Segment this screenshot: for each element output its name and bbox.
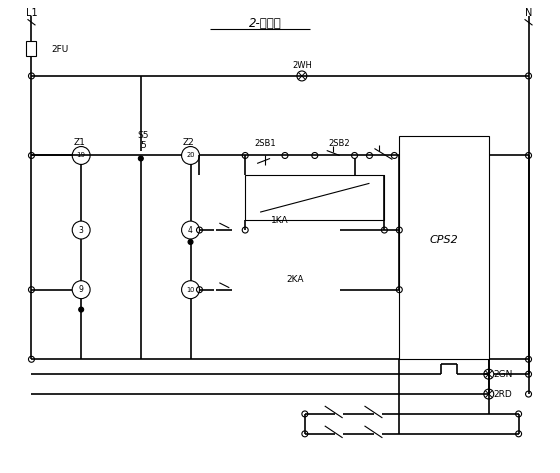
Bar — [399, 136, 489, 359]
Circle shape — [188, 239, 193, 245]
Text: 10: 10 — [186, 287, 195, 293]
Text: 5: 5 — [140, 141, 146, 150]
Text: 20: 20 — [186, 152, 195, 158]
Text: S5: S5 — [137, 131, 148, 140]
Bar — [26, 41, 36, 56]
Text: CPS2: CPS2 — [430, 235, 459, 245]
Text: 2FU: 2FU — [52, 44, 69, 53]
Bar — [245, 175, 384, 220]
Text: 2KA: 2KA — [286, 275, 304, 284]
Text: 9: 9 — [79, 285, 83, 294]
Text: L1: L1 — [26, 9, 38, 18]
Text: 19: 19 — [77, 152, 86, 158]
Text: Z2: Z2 — [183, 138, 194, 147]
Text: 1KA: 1KA — [271, 216, 289, 225]
Text: N: N — [525, 9, 532, 18]
Text: 2WH: 2WH — [292, 61, 312, 70]
Bar — [429, 148, 459, 164]
Circle shape — [79, 307, 83, 312]
Text: 2SB1: 2SB1 — [254, 139, 276, 148]
Text: 2RD: 2RD — [493, 390, 512, 399]
Text: 2-频控制: 2-频控制 — [249, 17, 282, 30]
Text: 2GN: 2GN — [493, 370, 512, 379]
Text: 4: 4 — [188, 226, 193, 235]
Text: Z1: Z1 — [73, 138, 85, 147]
Text: 2SB2: 2SB2 — [329, 139, 351, 148]
Text: 3: 3 — [79, 226, 83, 235]
Circle shape — [138, 156, 143, 161]
